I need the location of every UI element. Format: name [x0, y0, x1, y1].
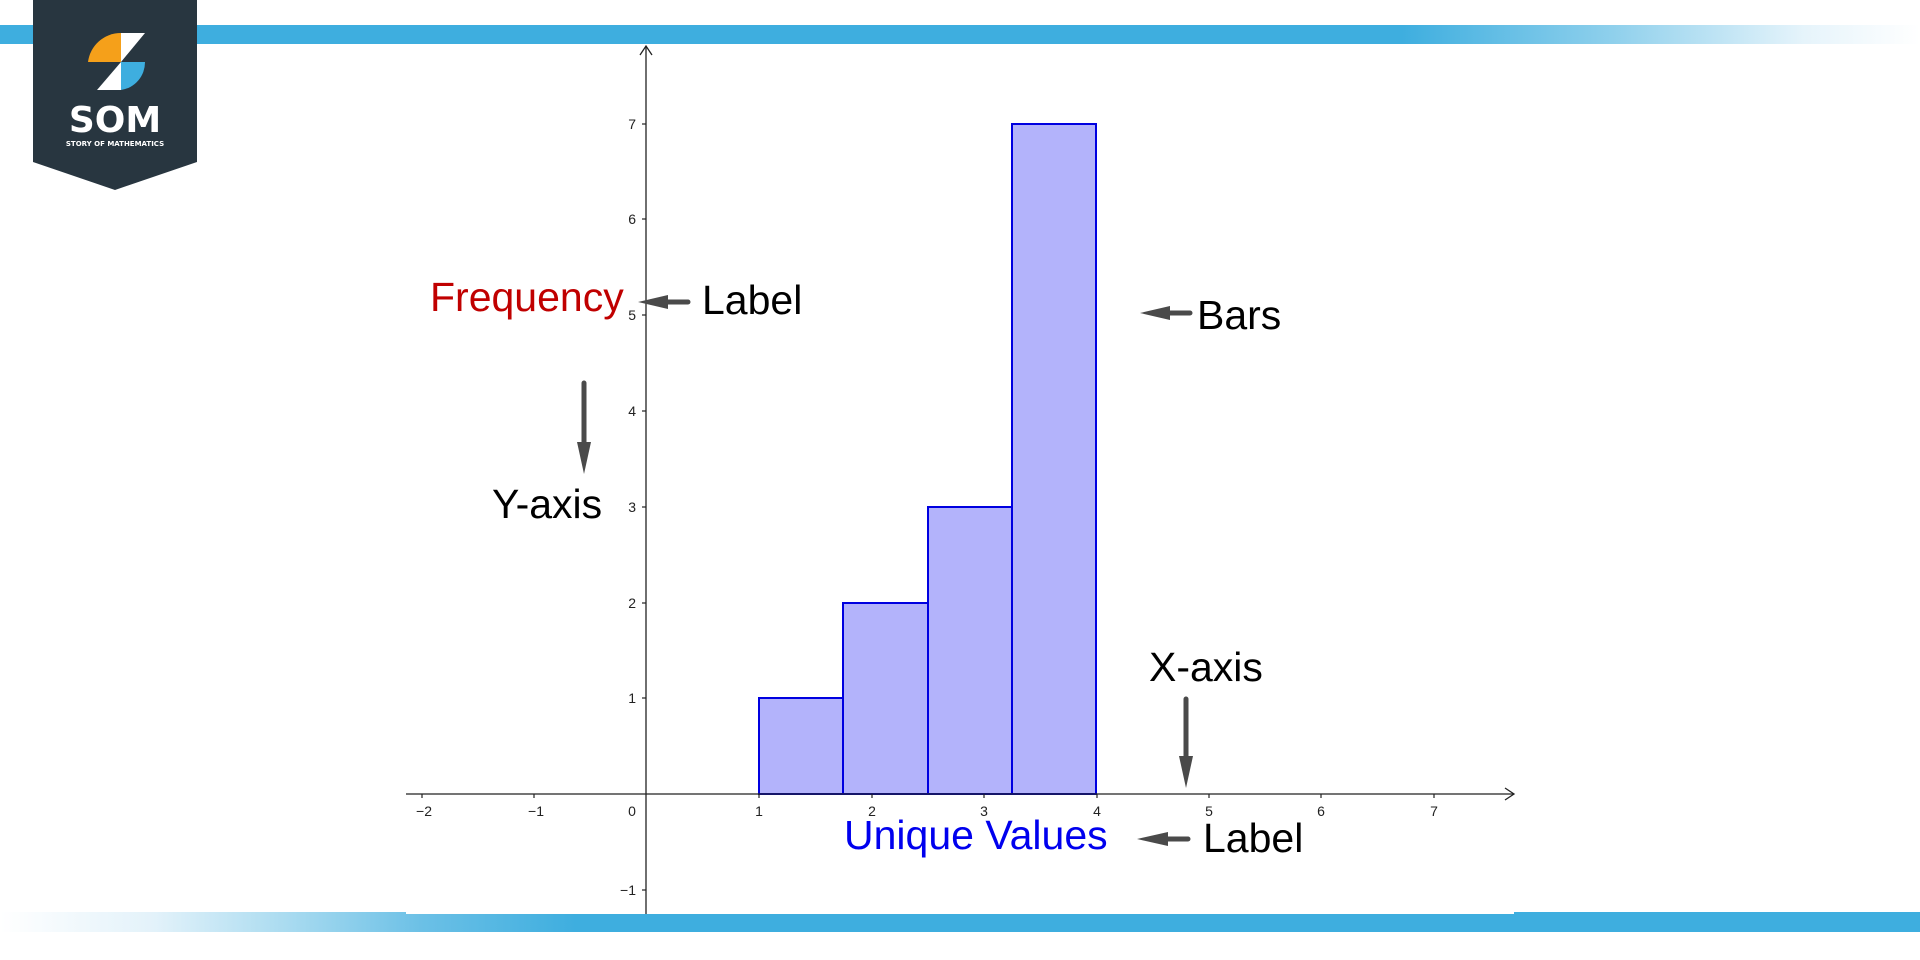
som-logo: SOM STORY OF MATHEMATICS [33, 0, 197, 190]
x-tick-label: 4 [1093, 803, 1101, 819]
x-tick-label: −1 [528, 803, 544, 819]
y-tick-label: −1 [620, 882, 636, 898]
y-tick-label: 4 [628, 403, 636, 419]
arrow-left-icon [1140, 306, 1193, 320]
x-ticks [421, 794, 1435, 798]
y-axis-label: Frequency [430, 274, 624, 320]
top-stripe [0, 25, 1920, 44]
x-tick-label: −2 [416, 803, 432, 819]
x-axis-label: Unique Values [844, 812, 1108, 858]
logo-subtext: STORY OF MATHEMATICS [66, 140, 164, 148]
x-tick-label: 3 [980, 803, 988, 819]
x-axis-annotation: X-axis [1149, 644, 1263, 690]
y-label-pointer-text: Label [702, 277, 803, 323]
x-tick-label: 1 [755, 803, 763, 819]
callout-arrows [577, 295, 1193, 846]
y-tick-label: 6 [628, 211, 636, 227]
y-ticks [642, 123, 646, 891]
x-tick-label: 0 [628, 803, 636, 819]
y-tick-label: 3 [628, 499, 636, 515]
x-label-pointer-text: Label [1203, 815, 1304, 861]
y-tick-label: 1 [628, 690, 636, 706]
bottom-stripe [0, 912, 1920, 932]
y-tick-labels: −1 1 2 3 4 5 6 7 [620, 116, 636, 898]
x-tick-label: 5 [1205, 803, 1213, 819]
x-tick-label: 7 [1430, 803, 1438, 819]
y-tick-label: 2 [628, 595, 636, 611]
bar-3 [927, 506, 1013, 795]
bar-1 [758, 697, 844, 795]
logo-mark-icon [88, 32, 146, 90]
y-axis [639, 44, 653, 914]
arrow-left-icon [1137, 832, 1191, 846]
bar-4 [1011, 123, 1097, 795]
x-tick-label: 2 [868, 803, 876, 819]
y-tick-label: 7 [628, 116, 636, 132]
arrow-left-icon [638, 295, 691, 309]
bars [758, 123, 1097, 795]
x-tick-labels: −2 −1 0 1 2 3 4 5 6 7 [416, 803, 1438, 819]
y-axis-annotation: Y-axis [492, 481, 603, 527]
y-tick-label: 5 [628, 307, 636, 323]
x-tick-label: 6 [1317, 803, 1325, 819]
bar-2 [842, 602, 929, 795]
x-axis [406, 787, 1516, 801]
arrow-down-icon [577, 380, 591, 474]
logo-text: SOM [69, 100, 161, 141]
arrow-down-icon [1179, 696, 1193, 788]
bars-annotation: Bars [1197, 292, 1282, 338]
